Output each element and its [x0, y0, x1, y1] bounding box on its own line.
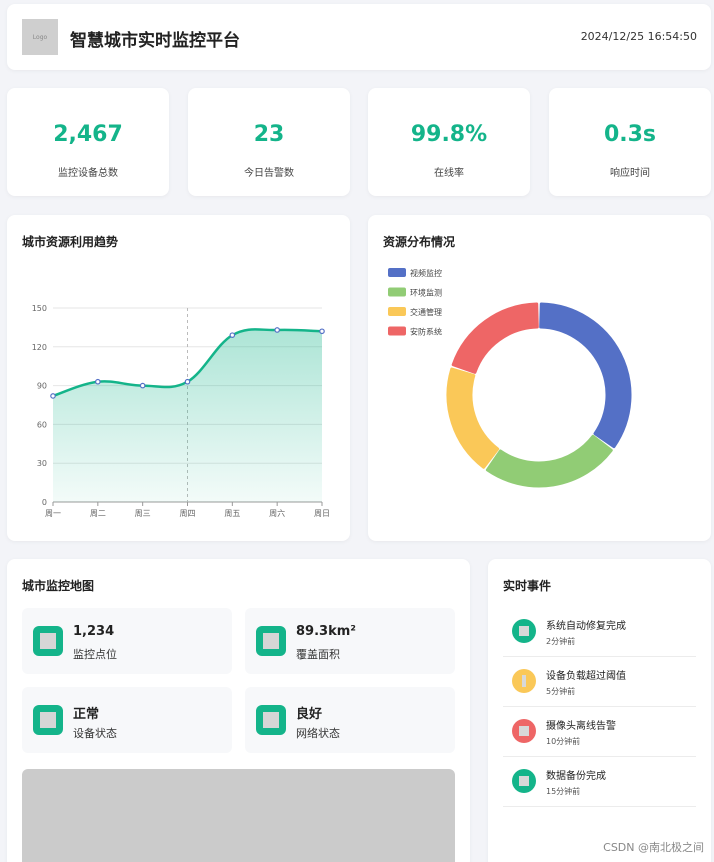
- stat-label: 响应时间: [610, 168, 650, 179]
- pie-chart-card: 资源分布情况 视频监控环境监测交通管理安防系统: [368, 215, 711, 541]
- stat-label: 监控设备总数: [58, 168, 118, 179]
- event-time: 5分钟前: [546, 687, 576, 696]
- x-tick-label: 周六: [269, 508, 285, 518]
- stat-value: 0.3s: [603, 122, 657, 147]
- event-item[interactable]: 系统自动修复完成 2分钟前: [503, 607, 696, 657]
- location-icon: [33, 626, 63, 656]
- pie-slice: [451, 302, 539, 374]
- y-tick-label: 120: [32, 343, 47, 352]
- info-value: 1,234: [73, 624, 115, 639]
- page-title: 智慧城市实时监控平台: [70, 31, 240, 51]
- pie-chart-title: 资源分布情况: [383, 235, 456, 249]
- x-tick-label: 周五: [224, 509, 240, 518]
- x-tick-label: 周二: [90, 509, 106, 518]
- current-datetime: 2024/12/25 16:54:50: [580, 30, 697, 43]
- data-point: [184, 378, 191, 385]
- event-text: 数据备份完成: [546, 771, 606, 782]
- info-value: 89.3km²: [296, 624, 356, 639]
- map-card: 城市监控地图 1,234 监控点位 89.3km² 覆盖面积 正常 设备状态 良…: [7, 559, 470, 862]
- legend-swatch: [388, 287, 406, 297]
- legend-label: 视频监控: [410, 268, 442, 278]
- pie-slice: [485, 434, 613, 488]
- legend-swatch: [388, 307, 406, 316]
- data-point: [229, 332, 236, 338]
- y-tick-label: 60: [37, 420, 47, 429]
- warning-icon: [512, 669, 536, 693]
- info-value: 良好: [296, 707, 323, 722]
- trend-chart-card: 城市资源利用趋势 0 30 60 90 120 150 周一 周二 周三 周四 周五 周六 周日: [7, 215, 350, 541]
- info-label: 设备状态: [73, 727, 117, 740]
- legend-label: 环境监测: [410, 288, 442, 298]
- event-time: 15分钟前: [546, 787, 581, 796]
- stat-card-alarms: 23 今日告警数: [188, 88, 350, 196]
- stat-value: 99.8%: [410, 122, 488, 147]
- event-text: 设备负载超过阈值: [546, 671, 626, 682]
- info-label: 覆盖面积: [296, 648, 340, 661]
- map-view[interactable]: [22, 769, 455, 862]
- legend-label: 交通管理: [410, 307, 442, 317]
- map-title: 城市监控地图: [22, 579, 95, 593]
- data-point: [274, 327, 280, 333]
- y-tick-label: 90: [37, 382, 47, 391]
- network-icon: [256, 705, 286, 735]
- success-icon: [512, 619, 536, 643]
- x-tick-label: 周日: [314, 509, 330, 518]
- success-icon: [512, 769, 536, 793]
- stat-card-devices: 2,467 监控设备总数: [7, 88, 169, 196]
- stat-value: 23: [253, 122, 285, 147]
- map-info-points: 1,234 监控点位: [22, 608, 232, 674]
- events-card: 实时事件 系统自动修复完成 2分钟前 设备负载超过阈值 5分钟前 摄像头离线告警…: [488, 559, 711, 862]
- event-item[interactable]: 数据备份完成 15分钟前: [503, 757, 696, 807]
- x-tick-label: 周三: [135, 509, 151, 518]
- data-point: [50, 393, 56, 399]
- alert-icon: [512, 719, 536, 743]
- data-point: [95, 378, 101, 385]
- stat-label: 在线率: [434, 168, 464, 179]
- map-info-device-status: 正常 设备状态: [22, 687, 232, 753]
- watermark: CSDN @南北极之间: [603, 841, 704, 854]
- trend-chart[interactable]: 0 30 60 90 120 150 周一 周二 周三 周四 周五 周六 周日: [7, 215, 350, 541]
- info-label: 监控点位: [73, 648, 117, 661]
- pie-slice: [446, 367, 500, 469]
- series-area: [53, 329, 322, 502]
- legend-swatch: [388, 326, 406, 336]
- event-time: 10分钟前: [546, 737, 581, 746]
- event-item[interactable]: 设备负载超过阈值 5分钟前: [503, 657, 696, 707]
- stat-label: 今日告警数: [244, 168, 294, 179]
- event-time: 2分钟前: [546, 637, 576, 646]
- map-info-area: 89.3km² 覆盖面积: [245, 608, 455, 674]
- logo: Logo: [22, 19, 58, 55]
- pie-slice: [539, 302, 632, 449]
- data-point: [319, 328, 325, 335]
- device-icon: [33, 705, 63, 735]
- info-label: 网络状态: [296, 727, 340, 740]
- event-item[interactable]: 摄像头离线告警 10分钟前: [503, 707, 696, 757]
- y-tick-label: 150: [32, 304, 47, 313]
- stat-card-response-time: 0.3s 响应时间: [549, 88, 711, 196]
- event-text: 系统自动修复完成: [546, 621, 626, 632]
- stat-card-online-rate: 99.8% 在线率: [368, 88, 530, 196]
- header-bar: Logo 智慧城市实时监控平台 2024/12/25 16:54:50: [7, 4, 711, 70]
- area-icon: [256, 626, 286, 656]
- x-tick-label: 周四: [180, 509, 196, 518]
- stat-value: 2,467: [53, 122, 123, 147]
- info-value: 正常: [73, 707, 100, 722]
- y-tick-label: 0: [42, 498, 47, 507]
- y-tick-label: 30: [37, 459, 47, 468]
- legend-swatch: [388, 268, 406, 277]
- trend-chart-title: 城市资源利用趋势: [22, 235, 119, 249]
- x-tick-label: 周一: [45, 509, 61, 518]
- event-text: 摄像头离线告警: [546, 721, 616, 732]
- data-point: [139, 382, 146, 389]
- events-title: 实时事件: [503, 579, 552, 593]
- legend-label: 安防系统: [410, 327, 442, 337]
- map-info-network: 良好 网络状态: [245, 687, 455, 753]
